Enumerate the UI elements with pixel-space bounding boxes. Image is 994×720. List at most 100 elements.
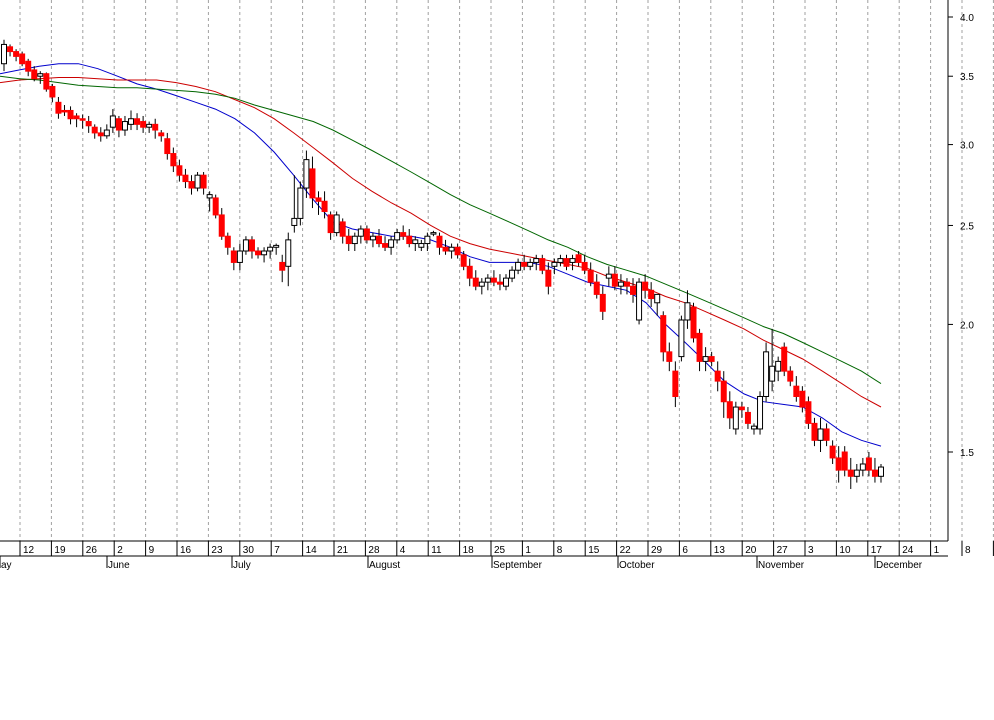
- candle-down: [140, 121, 147, 128]
- month-tick-label: September: [493, 560, 543, 571]
- candle-up: [484, 277, 491, 283]
- candle-down: [744, 411, 751, 424]
- candle-down: [460, 254, 467, 267]
- y-tick-label: 3.5: [960, 72, 974, 83]
- week-tick-label: 8: [965, 545, 971, 556]
- candle-down: [666, 351, 673, 362]
- candle-up: [533, 258, 540, 263]
- candle-down: [7, 46, 14, 53]
- candle-down: [738, 406, 745, 411]
- candle-down: [339, 221, 346, 237]
- candle-down: [611, 273, 618, 287]
- week-tick-label: 25: [494, 545, 506, 556]
- candle-down: [255, 250, 262, 256]
- candle-down: [490, 277, 497, 283]
- month-tick-label: October: [619, 560, 655, 571]
- candle-up: [267, 246, 274, 252]
- week-tick-label: 8: [557, 545, 563, 556]
- week-tick-label: 2: [117, 545, 123, 556]
- candle-up: [273, 244, 280, 248]
- candle-down: [248, 239, 255, 252]
- candle-up: [775, 360, 782, 372]
- candle-down: [787, 370, 794, 382]
- candle-up: [478, 281, 485, 287]
- candle-down: [158, 132, 165, 137]
- candle-up: [303, 159, 310, 189]
- candle-down: [841, 451, 848, 471]
- candle-down: [436, 235, 443, 248]
- month-tick-label: July: [233, 560, 251, 571]
- candle-down: [805, 401, 812, 424]
- candle-down: [865, 457, 872, 471]
- candle-down: [31, 69, 38, 80]
- candle-up: [702, 356, 709, 362]
- candle-up: [109, 115, 116, 128]
- month-tick-label: November: [758, 560, 805, 571]
- candle-up: [678, 319, 685, 358]
- candle-down: [67, 109, 74, 120]
- candle-up: [763, 351, 770, 397]
- candle-up: [297, 187, 304, 219]
- candle-down: [726, 401, 733, 419]
- candle-up: [146, 123, 153, 128]
- candle-down: [25, 60, 32, 72]
- candle-up: [412, 239, 419, 245]
- candle-down: [442, 246, 449, 252]
- y-axis-ticks: 4.0 3.5 3.0 2.5 2.0 1.5: [948, 13, 974, 459]
- candle-up: [351, 235, 358, 245]
- candle-down: [672, 370, 679, 397]
- candle-down: [630, 285, 637, 295]
- week-tick-label: 3: [808, 545, 814, 556]
- candle-up: [551, 261, 558, 267]
- week-tick-label: 13: [714, 545, 726, 556]
- candle-down: [200, 174, 207, 189]
- candle-up: [769, 365, 776, 382]
- candle-down: [660, 315, 667, 353]
- candle-up: [757, 395, 764, 430]
- axes: [0, 0, 949, 557]
- candle-up: [557, 258, 564, 263]
- candle-up: [261, 250, 268, 256]
- candle-down: [829, 445, 836, 459]
- week-tick-label: 4: [400, 545, 406, 556]
- candle-up: [285, 239, 292, 267]
- candle-down: [97, 132, 104, 137]
- candle-down: [327, 214, 334, 234]
- week-tick-label: 15: [588, 545, 600, 556]
- candle-down: [599, 293, 606, 312]
- candle-down: [799, 390, 806, 408]
- candle-down: [19, 53, 26, 65]
- week-tick-label: 21: [337, 545, 349, 556]
- candles: [1, 39, 884, 489]
- candle-down: [406, 235, 413, 245]
- candle-down: [781, 346, 788, 372]
- week-tick-label: 1: [934, 545, 940, 556]
- candle-up: [236, 250, 243, 263]
- candle-down: [363, 228, 370, 241]
- week-tick-label: 23: [211, 545, 223, 556]
- candle-down: [521, 261, 528, 267]
- candle-down: [539, 258, 546, 271]
- candle-up: [388, 239, 395, 248]
- candle-up: [128, 118, 135, 125]
- candle-down: [224, 235, 231, 248]
- candle-up: [394, 232, 401, 241]
- candle-down: [321, 200, 328, 212]
- candle-down: [115, 118, 122, 131]
- week-tick-label: 14: [306, 545, 318, 556]
- candle-down: [230, 250, 237, 263]
- candle-down: [472, 277, 479, 287]
- candle-down: [581, 261, 588, 271]
- candle-down: [720, 380, 727, 403]
- week-ticks: 12 19 26 2 9 16 23 30 7 14 21 28 4 11 18 25 1 8 15 22 29 6 13 2…: [19, 541, 994, 556]
- candle-up: [654, 293, 661, 304]
- candle-down: [454, 246, 461, 256]
- candle-up: [859, 463, 866, 471]
- candle-down: [91, 126, 98, 134]
- candle-down: [176, 165, 183, 176]
- candle-down: [85, 121, 92, 127]
- candle-down: [375, 235, 382, 245]
- week-tick-label: 20: [745, 545, 757, 556]
- candle-down: [345, 235, 352, 245]
